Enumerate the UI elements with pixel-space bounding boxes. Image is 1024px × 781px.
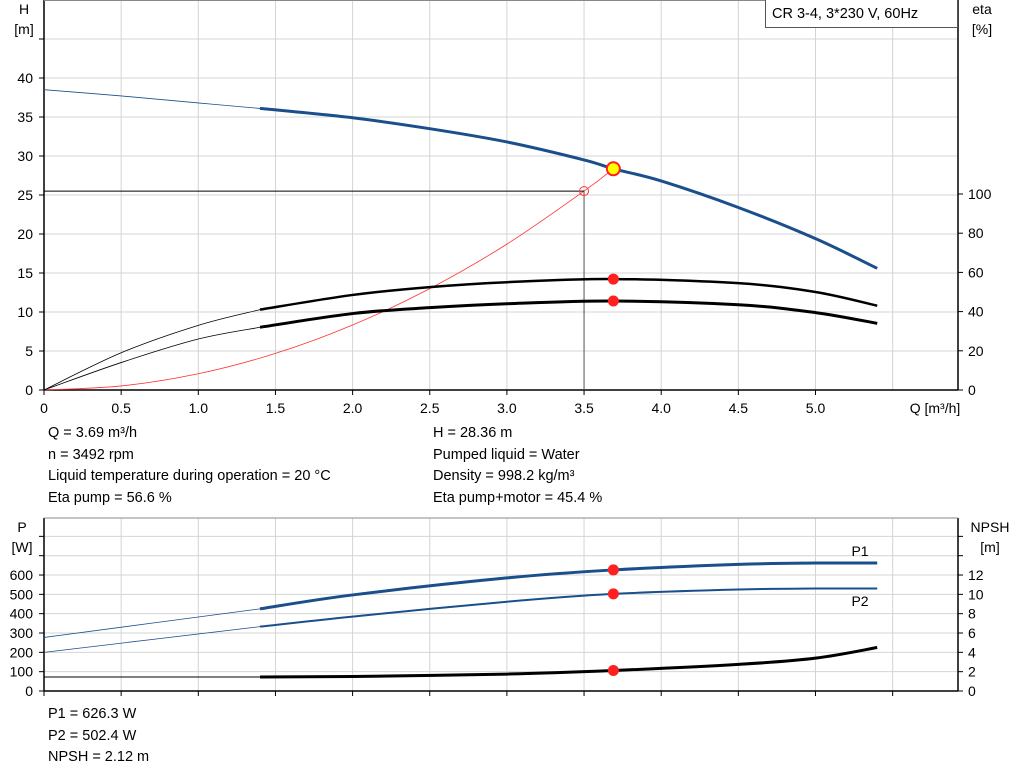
- x-tick-label: 2.5: [420, 400, 440, 416]
- p1-duty-marker: [607, 564, 619, 576]
- flow-readout: Q = 3.69 m³/h: [48, 425, 138, 441]
- y-axis-unit-left: [m]: [14, 21, 33, 37]
- y-tick-label-right: 20: [968, 343, 984, 359]
- y-tick-label-right: 10: [968, 586, 984, 602]
- y-axis-label-left: P: [17, 519, 26, 535]
- x-tick-label: 1.5: [266, 400, 286, 416]
- npsh-readout: NPSH = 2.12 m: [48, 749, 150, 765]
- x-tick-label: 0: [40, 400, 48, 416]
- x-axis-label: Q [m³/h]: [910, 400, 961, 416]
- y-tick-label-left: 10: [17, 304, 33, 320]
- y-tick-label-left: 0: [25, 382, 33, 398]
- system-curve: [43, 168, 614, 391]
- p2-readout: P2 = 502.4 W: [48, 727, 137, 744]
- readout-left-top: Q = 3.69 m³/h n = 3492 rpm Liquid temper…: [48, 423, 331, 509]
- p2-series-label: P2: [851, 593, 868, 609]
- head-readout: H = 28.36 m: [433, 425, 513, 441]
- npsh-duty-marker: [607, 665, 619, 677]
- y-axis-label-right: NPSH: [971, 519, 1010, 535]
- head-curve-extrapolated: [43, 89, 261, 109]
- y-tick-label-left: 35: [17, 109, 33, 125]
- eta-pump-motor-curve: [259, 299, 878, 329]
- y-tick-label-left: 0: [25, 683, 33, 699]
- y-tick-label-left: 200: [10, 644, 34, 660]
- y-axis-label-right: eta: [972, 1, 992, 17]
- y-tick-label-left: 500: [10, 586, 34, 602]
- y-tick-label-left: 20: [17, 226, 33, 242]
- y-tick-label-right: 12: [968, 567, 984, 583]
- eta-total-readout: Eta pump+motor = 45.4 %: [433, 489, 603, 506]
- p2-curve: [259, 587, 878, 628]
- head-curve: [259, 106, 878, 270]
- y-tick-label-right: 80: [968, 225, 984, 241]
- y-tick-label-left: 25: [17, 187, 33, 203]
- x-tick-label: 4.5: [729, 400, 749, 416]
- y-tick-label-left: 30: [17, 148, 33, 164]
- y-tick-label-right: 8: [968, 606, 976, 622]
- speed-readout: n = 3492 rpm: [48, 446, 134, 463]
- y-tick-label-left: 40: [17, 70, 33, 86]
- density-readout: Density = 998.2 kg/m³: [433, 468, 575, 484]
- p1-curve: [259, 561, 878, 611]
- eta-pump-motor-duty-marker: [607, 295, 619, 307]
- duty-point-marker: [605, 161, 621, 177]
- x-tick-label: 1.0: [189, 400, 209, 416]
- y-axis-unit-left: [W]: [12, 539, 33, 555]
- temperature-readout: Liquid temperature during operation = 20…: [48, 468, 331, 484]
- reference-point-marker: [579, 186, 590, 197]
- eta-pump-duty-marker: [607, 273, 619, 285]
- p1-readout: P1 = 626.3 W: [48, 706, 137, 722]
- y-tick-label-right: 2: [968, 664, 976, 680]
- p1-curve-extrapolated: [43, 608, 261, 638]
- x-tick-label: 4.0: [651, 400, 671, 416]
- readout-bottom: P1 = 626.3 W P2 = 502.4 W NPSH = 2.12 m: [48, 704, 149, 769]
- y-tick-label-right: 60: [968, 264, 984, 280]
- y-tick-label-right: 6: [968, 625, 976, 641]
- y-tick-label-right: 4: [968, 644, 976, 660]
- y-tick-label-left: 600: [10, 567, 34, 583]
- y-tick-label-left: 400: [10, 606, 34, 622]
- y-tick-label-right: 0: [968, 683, 976, 699]
- npsh-curve: [260, 646, 878, 679]
- chart-title-box: CR 3-4, 3*230 V, 60Hz: [765, 0, 958, 28]
- x-tick-label: 5.0: [806, 400, 826, 416]
- p1-series-label: P1: [851, 543, 868, 559]
- x-tick-label: 3.0: [497, 400, 517, 416]
- x-tick-label: 0.5: [111, 400, 131, 416]
- liquid-readout: Pumped liquid = Water: [433, 446, 580, 463]
- y-tick-label-left: 100: [10, 664, 34, 680]
- eta-pump-curve-extrapolated: [43, 309, 261, 391]
- y-tick-label-right: 100: [968, 186, 992, 202]
- eta-pump-readout: Eta pump = 56.6 %: [48, 489, 172, 506]
- y-axis-unit-right: [m]: [980, 539, 999, 555]
- eta-pump-motor-curve-extrapolated: [43, 326, 261, 391]
- y-tick-label-right: 0: [968, 382, 976, 398]
- eta-pump-curve: [259, 277, 878, 311]
- y-axis-unit-right: [%]: [972, 21, 992, 37]
- y-tick-label-right: 40: [968, 304, 984, 320]
- y-tick-label-left: 15: [17, 265, 33, 281]
- y-axis-label-left: H: [19, 1, 29, 17]
- p2-curve-extrapolated: [43, 626, 261, 653]
- y-tick-label-left: 5: [25, 343, 33, 359]
- y-tick-label-left: 300: [10, 625, 34, 641]
- x-tick-label: 3.5: [574, 400, 594, 416]
- x-tick-label: 2.0: [343, 400, 363, 416]
- p2-duty-marker: [607, 588, 619, 600]
- readout-right-top: H = 28.36 m Pumped liquid = Water Densit…: [433, 423, 602, 509]
